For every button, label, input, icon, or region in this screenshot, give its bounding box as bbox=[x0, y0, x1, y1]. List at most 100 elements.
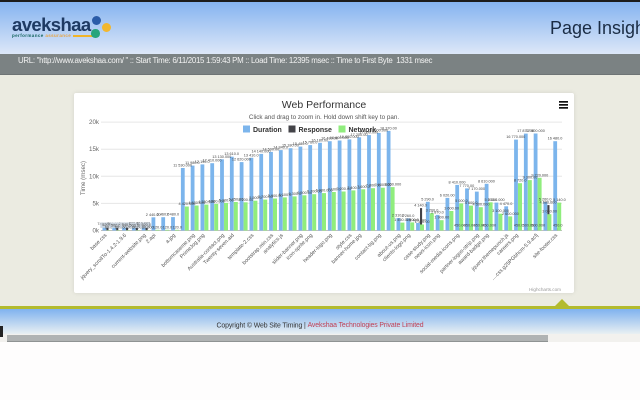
svg-text:540.0: 540.0 bbox=[122, 223, 132, 227]
svg-text:7 600.0: 7 600.0 bbox=[357, 185, 370, 189]
svg-text:7 100.0: 7 100.0 bbox=[328, 188, 341, 192]
svg-text:18 370.00: 18 370.00 bbox=[380, 126, 397, 130]
svg-text:4 600.0: 4 600.0 bbox=[465, 201, 478, 205]
svg-text:5 250.00: 5 250.00 bbox=[229, 198, 244, 202]
svg-text:11 980.0: 11 980.0 bbox=[185, 161, 200, 165]
svg-text:17 200.00: 17 200.00 bbox=[351, 133, 368, 137]
svg-text:7 770.00: 7 770.00 bbox=[459, 184, 474, 188]
svg-text:15k: 15k bbox=[89, 146, 100, 153]
svg-text:12 410.000: 12 410.000 bbox=[202, 159, 221, 163]
svg-text:450.0: 450.0 bbox=[514, 224, 524, 228]
svg-text:1 900.00: 1 900.00 bbox=[434, 216, 449, 220]
svg-text:14 840.0: 14 840.0 bbox=[273, 146, 288, 150]
svg-text:12 190.0: 12 190.0 bbox=[195, 160, 210, 164]
svg-text:16 180.00: 16 180.00 bbox=[311, 138, 328, 142]
svg-text:8 000.000: 8 000.000 bbox=[384, 183, 401, 187]
svg-text:60.0: 60.0 bbox=[105, 226, 112, 230]
svg-text:Time (msec): Time (msec) bbox=[80, 161, 87, 195]
svg-text:7 400.0: 7 400.0 bbox=[347, 186, 360, 190]
svg-text:7 800.00: 7 800.00 bbox=[366, 184, 381, 188]
svg-text:15 180.00: 15 180.00 bbox=[282, 144, 299, 148]
svg-text:base.css: base.css bbox=[89, 232, 108, 251]
svg-text:7 170.000: 7 170.000 bbox=[468, 187, 485, 191]
svg-text:12 620.000: 12 620.000 bbox=[232, 158, 251, 162]
svg-text:500.000: 500.000 bbox=[531, 223, 545, 227]
svg-text:60.000: 60.000 bbox=[122, 226, 134, 230]
svg-text:450.00: 450.00 bbox=[474, 224, 486, 228]
svg-text:14 500.00: 14 500.00 bbox=[262, 147, 279, 151]
svg-text:1 100.00: 1 100.00 bbox=[415, 220, 430, 224]
svg-text:520.0: 520.0 bbox=[141, 223, 151, 227]
svg-text:3 600.00: 3 600.00 bbox=[444, 207, 459, 211]
svg-text:a.jpg: a.jpg bbox=[165, 233, 177, 245]
svg-text:16 800.000: 16 800.000 bbox=[340, 135, 359, 139]
svg-text:10k: 10k bbox=[89, 173, 100, 180]
svg-text:8 410.000: 8 410.000 bbox=[449, 180, 466, 184]
svg-text:5 200.00: 5 200.00 bbox=[238, 198, 253, 202]
svg-text:2 870.0: 2 870.0 bbox=[431, 210, 444, 214]
svg-text:13 410.0: 13 410.0 bbox=[244, 153, 259, 157]
svg-text:Duration: Duration bbox=[253, 127, 282, 134]
svg-text:3 000.00: 3 000.00 bbox=[542, 210, 557, 214]
svg-text:13 130.000: 13 130.000 bbox=[212, 155, 231, 159]
svg-text:450.000: 450.000 bbox=[482, 224, 496, 228]
svg-text:Highcharts.com: Highcharts.com bbox=[529, 287, 561, 292]
svg-text:5 100.00: 5 100.00 bbox=[219, 198, 234, 202]
svg-text:500.00: 500.00 bbox=[111, 223, 123, 227]
svg-text:6 500.00: 6 500.00 bbox=[297, 191, 312, 195]
svg-text:7 900.000: 7 900.000 bbox=[375, 183, 392, 187]
svg-text:Network: Network bbox=[349, 127, 377, 134]
svg-text:Click and drag to zoom in. Hol: Click and drag to zoom in. Hold down shi… bbox=[249, 114, 399, 121]
svg-text:120.0: 120.0 bbox=[163, 225, 173, 229]
svg-text:60.0: 60.0 bbox=[115, 226, 122, 230]
svg-text:Response: Response bbox=[299, 127, 333, 134]
svg-text:120.0: 120.0 bbox=[153, 225, 163, 229]
svg-text:4 420.000: 4 420.000 bbox=[179, 202, 196, 206]
svg-text:18 000.000: 18 000.000 bbox=[369, 128, 388, 132]
svg-text:16 770.000: 16 770.000 bbox=[506, 135, 525, 139]
svg-text:current-website.png: current-website.png bbox=[110, 233, 147, 270]
svg-text:15 760.0: 15 760.0 bbox=[303, 141, 318, 145]
svg-text:60.000: 60.000 bbox=[132, 226, 144, 230]
svg-text:11 530.000: 11 530.000 bbox=[173, 164, 192, 168]
svg-text:500.000: 500.000 bbox=[130, 223, 144, 227]
svg-text:2 310.0: 2 310.0 bbox=[392, 214, 405, 218]
svg-text:6 100.0: 6 100.0 bbox=[279, 193, 292, 197]
svg-text:1 400.000: 1 400.000 bbox=[409, 218, 426, 222]
svg-text:5 290.0: 5 290.0 bbox=[421, 197, 434, 201]
svg-text:5 140.0: 5 140.0 bbox=[553, 198, 566, 202]
svg-text:120.0: 120.0 bbox=[172, 225, 182, 229]
svg-text:9 300.00: 9 300.00 bbox=[523, 176, 538, 180]
svg-text:5 000.0: 5 000.0 bbox=[455, 199, 468, 203]
svg-text:6 700.00: 6 700.00 bbox=[307, 190, 322, 194]
svg-text:520.0: 520.0 bbox=[102, 223, 112, 227]
svg-text:450.00: 450.00 bbox=[454, 224, 466, 228]
svg-text:16 480.00: 16 480.00 bbox=[321, 137, 338, 141]
svg-text:8 610.000: 8 610.000 bbox=[478, 179, 495, 183]
svg-text:2 440.00: 2 440.00 bbox=[146, 213, 161, 217]
svg-text:14 140.000: 14 140.000 bbox=[251, 149, 270, 153]
svg-text:2.api: 2.api bbox=[145, 233, 157, 245]
svg-text:4 470.0: 4 470.0 bbox=[500, 202, 513, 206]
svg-text:450.00: 450.00 bbox=[464, 224, 476, 228]
svg-text:4 680.000: 4 680.000 bbox=[540, 201, 557, 205]
svg-text:5 260.0: 5 260.0 bbox=[539, 198, 552, 202]
svg-text:5k: 5k bbox=[92, 200, 99, 207]
svg-text:7 200.00: 7 200.00 bbox=[336, 187, 351, 191]
svg-text:4 620.000: 4 620.000 bbox=[188, 201, 205, 205]
svg-text:16 480.0: 16 480.0 bbox=[548, 137, 563, 141]
svg-text:1 500.0: 1 500.0 bbox=[406, 218, 419, 222]
svg-text:6 020.00: 6 020.00 bbox=[440, 193, 455, 197]
svg-text:450.0: 450.0 bbox=[553, 224, 563, 228]
svg-text:5 900.00: 5 900.00 bbox=[268, 194, 283, 198]
svg-text:5 200.0: 5 200.0 bbox=[484, 198, 497, 202]
svg-text:5 150.000: 5 150.000 bbox=[488, 198, 505, 202]
svg-text:9 720.000: 9 720.000 bbox=[531, 173, 548, 177]
svg-text:2 460.0: 2 460.0 bbox=[157, 213, 170, 217]
svg-text:4 900.000: 4 900.000 bbox=[208, 199, 225, 203]
svg-text:5 700.00: 5 700.00 bbox=[258, 195, 273, 199]
svg-text:500.00: 500.00 bbox=[523, 223, 535, 227]
svg-text:3 200.0: 3 200.0 bbox=[426, 209, 439, 213]
svg-text:2 260.0: 2 260.0 bbox=[402, 214, 415, 218]
svg-text:17 900.000: 17 900.000 bbox=[526, 129, 545, 133]
